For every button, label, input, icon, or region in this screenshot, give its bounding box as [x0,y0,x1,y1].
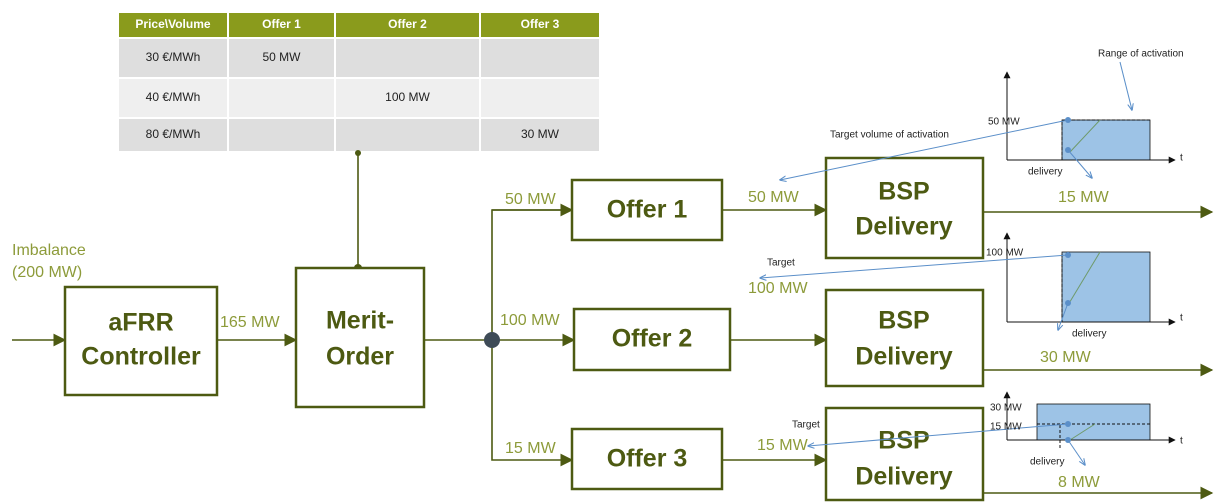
bsp-box [824,406,985,502]
activation-chart: 50 MW t delivery Target volume of activa… [780,49,1184,180]
price-table: Price\Volume Offer 1 Offer 2 Offer 3 30 €/MW… [117,11,601,153]
table-cell [117,117,229,153]
bsp-box [824,288,985,388]
activation-chart: 100 MW t delivery Target [760,232,1183,340]
box-label: BSP [878,178,929,206]
activation-chart: 30 MW 15 MW t delivery Target [792,391,1183,468]
flow-label: 15 MW [757,437,809,454]
level-label: 100 MW [986,248,1024,259]
table-cell [334,37,481,79]
table-cell [227,37,336,79]
axis-label: t [1180,313,1183,324]
box-label: Offer 2 [612,325,693,353]
cell-text: 30 €/MWh [146,50,201,64]
table-cell [479,37,601,79]
axis-label: t [1180,153,1183,164]
box-label: Offer 3 [607,445,688,473]
flow-label: 8 MW [1058,474,1101,491]
flow-label: 100 MW [500,312,560,329]
box-label: Order [326,343,394,371]
flow-label: 50 MW [505,191,557,208]
delivery-label: delivery [1028,167,1062,178]
delivery-label: delivery [1072,329,1106,340]
merit-order-box [294,266,426,409]
box-label: Delivery [855,343,952,371]
table-cell [479,77,601,119]
flow-label: 100 MW [748,280,808,297]
target-label: Target [792,420,820,431]
offer-box [570,427,724,491]
cell-text: 50 MW [262,50,301,64]
box-label: BSP [878,307,929,335]
table-cell [227,77,336,119]
cell-text: 40 €/MWh [146,90,201,104]
level-label: 30 MW [990,403,1022,414]
table-cell [227,117,336,153]
bsp-box [824,156,985,260]
header-text: Offer 2 [388,17,427,31]
header-cell [479,11,601,39]
flow-label: 50 MW [748,189,800,206]
level-label: 15 MW [990,422,1022,433]
table-cell [479,117,601,153]
flow-label: 30 MW [1040,349,1092,366]
box-label: Delivery [855,463,952,491]
offer-box [572,307,732,372]
flow-label: 15 MW [505,440,557,457]
axis-label: t [1180,436,1183,447]
offer-box [570,178,724,242]
target-label: Target volume of activation [830,130,949,141]
flow-label: 15 MW [1058,189,1110,206]
header-text: Price\Volume [135,17,210,31]
cell-text: 100 MW [385,90,430,104]
box-label: BSP [878,427,929,455]
imbalance-label: Imbalance [12,242,86,259]
box-label: aFRR [108,309,173,337]
level-label: 50 MW [988,117,1020,128]
table-cell [334,77,481,119]
box-label: Offer 1 [607,196,688,224]
target-label: Target [767,258,795,269]
connectors [12,150,1214,500]
header-text: Offer 1 [262,17,301,31]
header-text: Offer 3 [521,17,560,31]
box-label: Controller [81,343,201,371]
box-label: Merit- [326,307,394,335]
cell-text: 80 €/MWh [146,127,201,141]
box-label: Delivery [855,213,952,241]
delivery-label: delivery [1030,457,1064,468]
range-label: Range of activation [1098,49,1184,60]
flow-label: 165 MW [220,314,280,331]
controller-box [63,285,219,397]
imbalance-label: (200 MW) [12,264,82,281]
table-cell [334,117,481,153]
cell-text: 30 MW [521,127,560,141]
